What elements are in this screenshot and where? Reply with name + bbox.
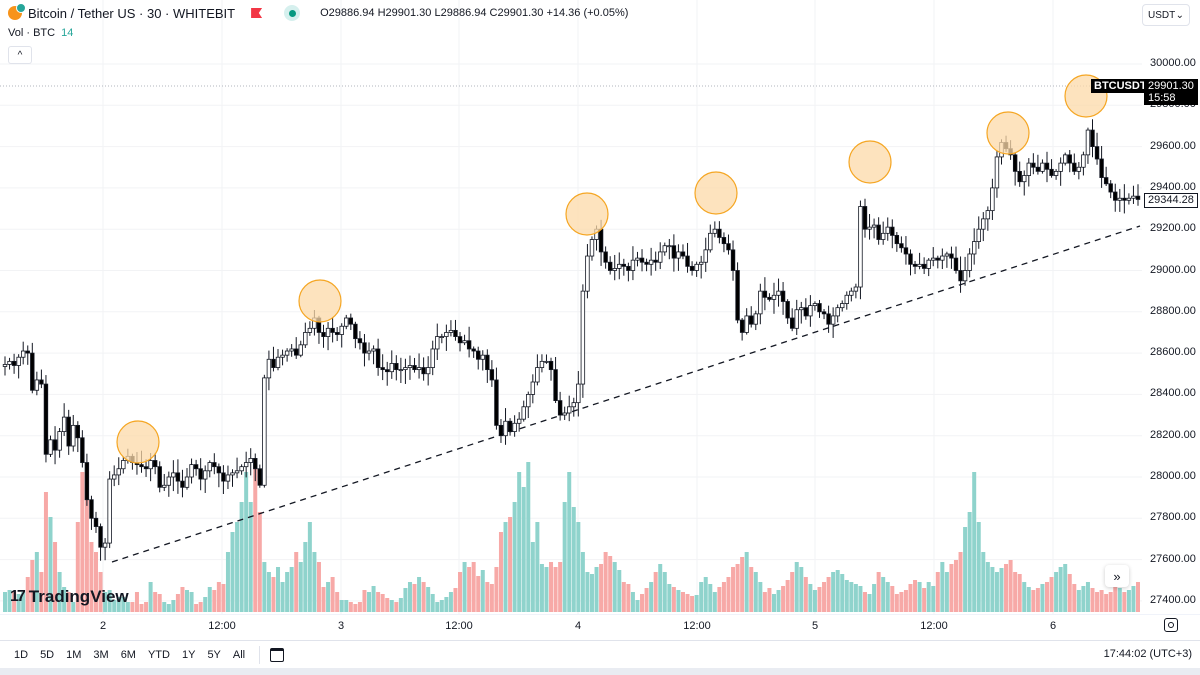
range-button-3m[interactable]: 3M [93, 648, 109, 661]
time-axis-label: 4 [574, 620, 582, 632]
market-status-icon[interactable] [284, 5, 301, 21]
chevron-up-icon: ^ [17, 49, 23, 61]
ohlc-change: +14.36 (+0.05%) [546, 7, 629, 19]
time-axis[interactable]: 2 12:00 3 12:00 4 12:00 5 12:00 6 [0, 614, 1200, 638]
bitcoin-icon [8, 3, 26, 20]
price-axis-label: 29000.00 [1150, 263, 1196, 276]
price-axis-label: 29600.00 [1150, 139, 1196, 152]
time-axis-label: 2 [99, 620, 107, 632]
time-axis-label: 5 [811, 620, 819, 632]
ohlc-values: O29886.94 H29901.30 L29886.94 C29901.30 … [320, 7, 628, 19]
time-axis-label: 12:00 [920, 620, 948, 632]
current-price: 29901.30 [1148, 80, 1194, 92]
volume-label[interactable]: Vol · BTC [8, 27, 56, 39]
price-axis-label: 30000.00 [1150, 57, 1196, 69]
tradingview-logo-icon: 17 [10, 588, 26, 605]
date-range-buttons: 1D 5D 1M 3M 6M YTD 1Y 5Y All [8, 647, 251, 663]
currency-value: USDT [1148, 9, 1176, 21]
range-button-1m[interactable]: 1M [66, 648, 82, 661]
time-axis-label: 12:00 [445, 620, 473, 632]
double-chevron-right-icon: » [1113, 568, 1121, 584]
time-axis-label: 6 [1049, 620, 1057, 632]
price-chart-canvas[interactable] [0, 0, 1200, 614]
time-axis-label: 3 [337, 620, 345, 632]
chevron-down-icon: ⌄ [1175, 9, 1184, 21]
price-axis-label: 28400.00 [1150, 387, 1196, 400]
range-button-6m[interactable]: 6M [120, 648, 136, 661]
currency-select[interactable]: USDT ⌄ [1142, 4, 1190, 26]
price-axis-label: 27800.00 [1150, 511, 1196, 524]
range-button-5d[interactable]: 5D [40, 648, 55, 661]
go-to-date-calendar-icon[interactable] [270, 647, 285, 662]
price-axis-label: 28200.00 [1150, 428, 1196, 441]
time-axis-label: 12:00 [683, 620, 711, 632]
bar-countdown: 15:58 [1148, 92, 1176, 104]
flag-icon[interactable] [251, 8, 263, 18]
ohlc-low: L29886.94 [434, 7, 487, 19]
divider [259, 645, 261, 664]
crosshair-price-tag: 29344.28 [1144, 193, 1198, 208]
ohlc-close: C29901.30 [489, 7, 544, 19]
price-axis-label: 27400.00 [1150, 593, 1196, 606]
tradingview-logo[interactable]: 17 TradingView [10, 587, 129, 607]
clock[interactable]: 17:44:02 (UTC+3) [1103, 648, 1192, 660]
ohlc-open: O29886.94 [320, 7, 375, 19]
time-axis-label: 12:00 [208, 620, 236, 632]
symbol-legend: Bitcoin / Tether US · 30 · WHITEBIT O298… [8, 3, 628, 21]
price-axis-label: 27600.00 [1150, 552, 1196, 565]
current-price-tag: 29901.30 15:58 [1144, 79, 1198, 105]
range-button-1d[interactable]: 1D [14, 648, 29, 661]
range-button-all[interactable]: All [232, 648, 246, 661]
price-axis-label: 28800.00 [1150, 304, 1196, 317]
price-axis-label: 29200.00 [1150, 222, 1196, 235]
range-button-5y[interactable]: 5Y [207, 648, 221, 661]
range-button-1y[interactable]: 1Y [181, 648, 196, 661]
scroll-to-realtime-button[interactable]: » [1105, 565, 1129, 587]
price-axis-label: 28600.00 [1150, 346, 1196, 359]
price-axis-label: 28000.00 [1150, 470, 1196, 482]
symbol-title[interactable]: Bitcoin / Tether US · 30 · WHITEBIT [28, 5, 236, 21]
footer-strip [0, 668, 1200, 675]
bottom-toolbar: 1D 5D 1M 3M 6M YTD 1Y 5Y All 17:44:02 (UTC+3) [0, 640, 1200, 668]
volume-legend: Vol · BTC 14 [8, 27, 73, 39]
volume-value: 14 [61, 27, 74, 39]
tradingview-logo-text: TradingView [28, 587, 129, 606]
symbol-tag: BTCUSDT [1091, 79, 1150, 93]
collapse-legend-button[interactable]: ^ [8, 46, 32, 64]
price-axis-label: 29400.00 [1150, 180, 1196, 193]
gear-icon[interactable] [1164, 618, 1178, 632]
range-button-ytd[interactable]: YTD [147, 648, 170, 661]
ohlc-high: H29901.30 [377, 7, 432, 19]
